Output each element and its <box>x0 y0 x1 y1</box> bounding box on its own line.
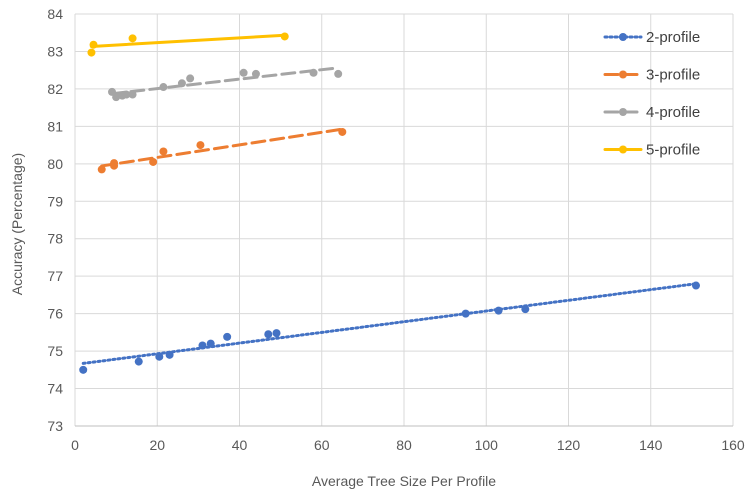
data-point-5-profile <box>89 40 98 49</box>
x-tick-label: 60 <box>314 437 330 453</box>
legend: 2-profile 3-profile 4-profile 5-profile <box>603 29 700 159</box>
y-tick-label: 79 <box>47 193 63 209</box>
y-tick-label: 76 <box>47 306 63 322</box>
data-point-2-profile <box>79 365 88 374</box>
x-tick-label: 160 <box>721 437 745 453</box>
x-tick-label: 40 <box>232 437 248 453</box>
data-point-4-profile <box>239 68 248 77</box>
y-axis-title: Accuracy (Percentage) <box>9 153 25 295</box>
data-point-4-profile <box>186 74 195 83</box>
data-point-4-profile <box>251 69 260 78</box>
legend-label-2-profile: 2-profile <box>646 29 700 46</box>
data-points <box>79 32 700 374</box>
x-tick-label: 0 <box>71 437 79 453</box>
legend-label-4-profile: 4-profile <box>646 104 700 121</box>
legend-marker-4-profile <box>619 108 627 116</box>
data-point-3-profile <box>110 159 119 168</box>
data-point-4-profile <box>177 79 186 88</box>
data-point-2-profile <box>165 350 174 359</box>
y-tick-label: 77 <box>47 268 63 284</box>
legend-label-3-profile: 3-profile <box>646 67 700 84</box>
data-point-2-profile <box>223 332 232 341</box>
data-point-3-profile <box>338 127 347 136</box>
y-tick-label: 75 <box>47 343 63 359</box>
x-tick-label: 80 <box>396 437 412 453</box>
y-tick-label: 83 <box>47 43 63 59</box>
x-tick-label: 120 <box>557 437 581 453</box>
data-point-2-profile <box>264 330 273 339</box>
y-tick-label: 78 <box>47 231 63 247</box>
data-point-2-profile <box>461 309 470 318</box>
data-point-4-profile <box>122 90 131 99</box>
data-point-2-profile <box>521 305 530 314</box>
trendline-2-profile <box>81 282 698 365</box>
data-point-2-profile <box>155 352 164 361</box>
data-point-2-profile <box>494 306 503 315</box>
legend-label-5-profile: 5-profile <box>646 142 700 159</box>
data-point-4-profile <box>112 93 121 102</box>
legend-marker-5-profile <box>619 145 627 154</box>
data-point-2-profile <box>198 341 207 350</box>
data-point-3-profile <box>159 147 168 156</box>
trendlines <box>81 33 698 365</box>
y-tick-label: 84 <box>47 6 63 22</box>
data-point-4-profile <box>128 90 137 99</box>
y-tick-label: 73 <box>47 418 63 434</box>
y-tick-label: 82 <box>47 81 63 97</box>
x-tick-label: 20 <box>149 437 165 453</box>
x-axis-title: Average Tree Size Per Profile <box>312 473 496 489</box>
y-tick-label: 74 <box>47 381 63 397</box>
data-point-3-profile <box>97 165 106 174</box>
data-point-3-profile <box>149 157 158 166</box>
y-tick-label: 81 <box>47 118 63 134</box>
data-point-5-profile <box>87 48 96 57</box>
trendline-4-profile <box>110 66 340 96</box>
data-point-2-profile <box>272 329 281 338</box>
data-point-4-profile <box>334 69 343 78</box>
data-point-5-profile <box>128 34 137 43</box>
y-tick-label: 80 <box>47 156 63 172</box>
data-point-4-profile <box>309 68 318 77</box>
trendline-3-profile <box>100 127 344 168</box>
data-point-2-profile <box>206 339 215 348</box>
legend-marker-3-profile <box>619 70 627 79</box>
legend-marker-2-profile <box>619 33 627 41</box>
data-point-2-profile <box>691 281 700 290</box>
x-tick-label: 100 <box>475 437 499 453</box>
tick-labels: 73 74 75 76 77 78 79 80 81 82 83 84 0 20 40 60 80 100 120 1… <box>47 6 744 453</box>
x-tick-label: 140 <box>639 437 663 453</box>
data-point-3-profile <box>196 141 205 150</box>
data-point-4-profile <box>159 83 168 92</box>
data-point-2-profile <box>134 357 143 366</box>
trendline-5-profile <box>89 33 287 48</box>
data-point-5-profile <box>280 32 289 41</box>
